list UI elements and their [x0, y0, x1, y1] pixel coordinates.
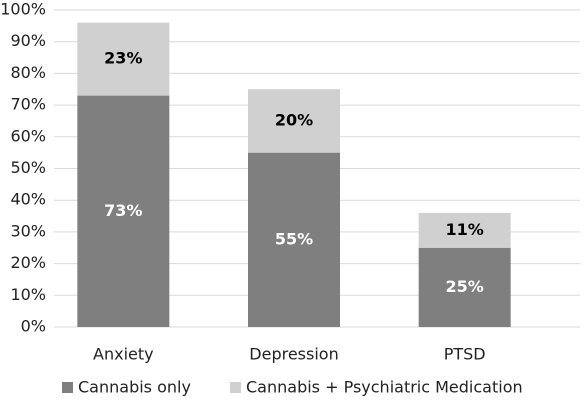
y-tick-label: 70% [10, 95, 46, 114]
y-tick-label: 90% [10, 31, 46, 50]
data-label: 11% [446, 220, 484, 239]
data-label: 55% [275, 229, 313, 248]
legend-label: Cannabis only [78, 378, 191, 397]
y-tick-label: 0% [21, 317, 46, 336]
bar-segment [418, 247, 511, 327]
bar-segment [248, 152, 340, 327]
y-tick-label: 30% [10, 221, 46, 240]
x-tick-label: Anxiety [93, 345, 154, 364]
y-tick-label: 10% [10, 285, 46, 304]
x-tick-label: Depression [249, 345, 338, 364]
y-tick-label: 20% [10, 253, 46, 272]
y-tick-label: 80% [10, 63, 46, 82]
legend-swatch [230, 382, 241, 393]
data-label: 20% [275, 110, 313, 129]
data-label: 23% [104, 49, 142, 68]
legend-label: Cannabis + Psychiatric Medication [246, 378, 523, 397]
x-tick-label: PTSD [444, 345, 486, 364]
bar-segment [77, 95, 170, 327]
y-tick-label: 40% [10, 190, 46, 209]
data-label: 73% [104, 201, 142, 220]
y-tick-label: 50% [10, 158, 46, 177]
bar-segment [77, 22, 170, 96]
data-label: 25% [446, 277, 484, 296]
bar-segment [248, 89, 340, 153]
legend-swatch [62, 382, 73, 393]
bar-segment [418, 212, 511, 248]
y-tick-label: 60% [10, 126, 46, 145]
y-tick-label: 100% [0, 0, 46, 19]
